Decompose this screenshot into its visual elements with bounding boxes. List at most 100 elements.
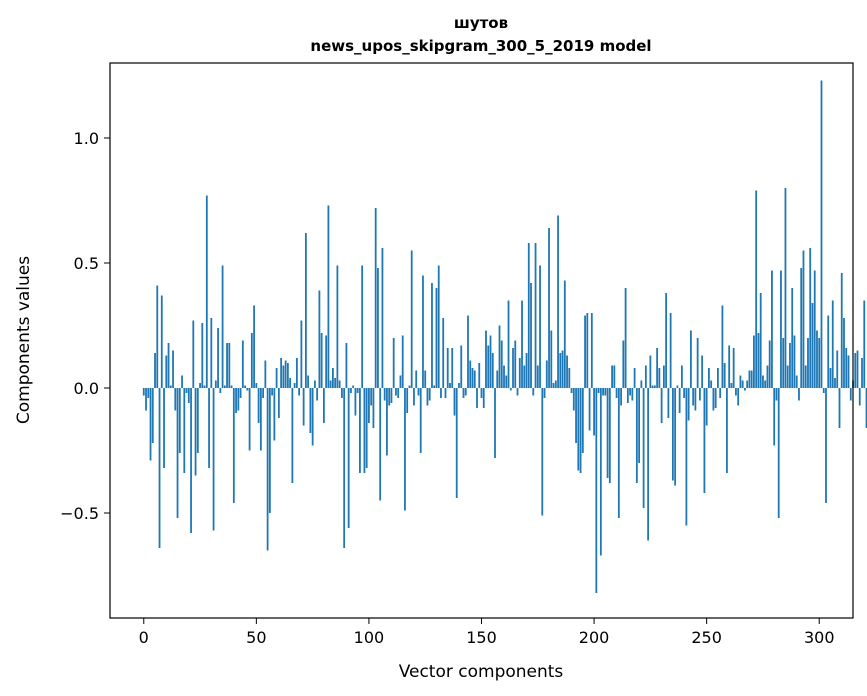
x-tick-label: 50 — [246, 628, 266, 647]
x-tick-label: 300 — [804, 628, 835, 647]
bar — [854, 353, 857, 388]
bar — [771, 270, 773, 388]
bar — [196, 388, 199, 453]
bar — [572, 388, 575, 411]
bar — [435, 288, 438, 388]
bar — [192, 320, 195, 388]
bar — [311, 388, 314, 446]
bar — [575, 388, 577, 443]
bar — [208, 388, 210, 468]
bar — [442, 318, 445, 388]
bar — [451, 348, 454, 388]
bar — [498, 325, 501, 388]
y-tick-label: 0.0 — [74, 379, 99, 398]
bar — [773, 388, 776, 446]
bar — [588, 388, 591, 431]
bar — [674, 388, 677, 486]
bars-group — [142, 80, 867, 593]
bar — [613, 365, 616, 388]
bar — [780, 270, 782, 388]
bar — [809, 248, 812, 388]
bar — [541, 388, 544, 516]
bar — [487, 345, 490, 388]
bar — [163, 388, 165, 468]
bar — [784, 188, 787, 388]
bar — [248, 388, 251, 451]
bar — [802, 250, 805, 388]
bar — [160, 295, 163, 388]
bar — [212, 388, 215, 531]
bar — [701, 355, 704, 388]
bar — [181, 375, 183, 388]
bar — [413, 388, 415, 406]
bar — [714, 388, 717, 408]
bar — [491, 353, 494, 388]
bar — [678, 388, 681, 413]
bar — [811, 303, 814, 388]
bar — [187, 388, 190, 403]
bar — [730, 383, 733, 388]
bar — [719, 388, 722, 398]
bar — [825, 388, 827, 503]
bar — [739, 375, 742, 388]
bar — [865, 388, 867, 428]
bar — [406, 388, 409, 413]
bar — [259, 388, 262, 451]
bar — [437, 265, 440, 388]
bar — [230, 385, 233, 388]
x-ticks-group: 0 50 100 150 200 250 300 — [139, 618, 835, 647]
bar — [834, 378, 836, 388]
bar — [341, 388, 343, 398]
bar — [149, 388, 152, 461]
bar — [291, 388, 294, 483]
bar — [717, 368, 719, 388]
bar — [458, 383, 460, 388]
bar — [462, 388, 465, 398]
bar — [723, 363, 726, 388]
bar — [404, 388, 406, 511]
y-tick-label: 0.5 — [74, 254, 99, 273]
bar — [313, 380, 316, 388]
bar — [620, 388, 622, 406]
bar — [428, 388, 431, 401]
bar — [705, 388, 708, 426]
bar — [455, 388, 458, 498]
bar — [271, 388, 274, 396]
bar — [590, 313, 593, 388]
bar — [656, 348, 659, 388]
bar — [807, 338, 809, 388]
bar — [694, 388, 697, 411]
bar — [338, 380, 341, 388]
bar — [277, 388, 280, 418]
bar — [268, 388, 271, 513]
bar — [550, 330, 553, 388]
bar — [304, 233, 307, 388]
bar — [611, 365, 613, 388]
bar — [759, 293, 762, 388]
bar — [649, 355, 652, 388]
bar — [653, 385, 656, 388]
bar — [500, 340, 503, 388]
bar — [827, 315, 830, 388]
bar — [746, 380, 749, 388]
bar — [151, 388, 154, 443]
bar — [530, 283, 532, 388]
bar — [561, 350, 564, 388]
bar — [615, 388, 618, 398]
bar — [273, 388, 276, 441]
bar — [545, 360, 548, 388]
bar — [302, 388, 305, 426]
bar — [651, 385, 654, 388]
bar — [167, 343, 170, 388]
bar — [518, 358, 521, 388]
bar — [597, 388, 600, 393]
bar — [221, 265, 224, 388]
bar — [383, 388, 386, 401]
bar — [829, 368, 832, 388]
bar — [599, 388, 602, 556]
bar — [214, 380, 217, 388]
bar — [577, 388, 580, 471]
bar — [318, 290, 321, 388]
